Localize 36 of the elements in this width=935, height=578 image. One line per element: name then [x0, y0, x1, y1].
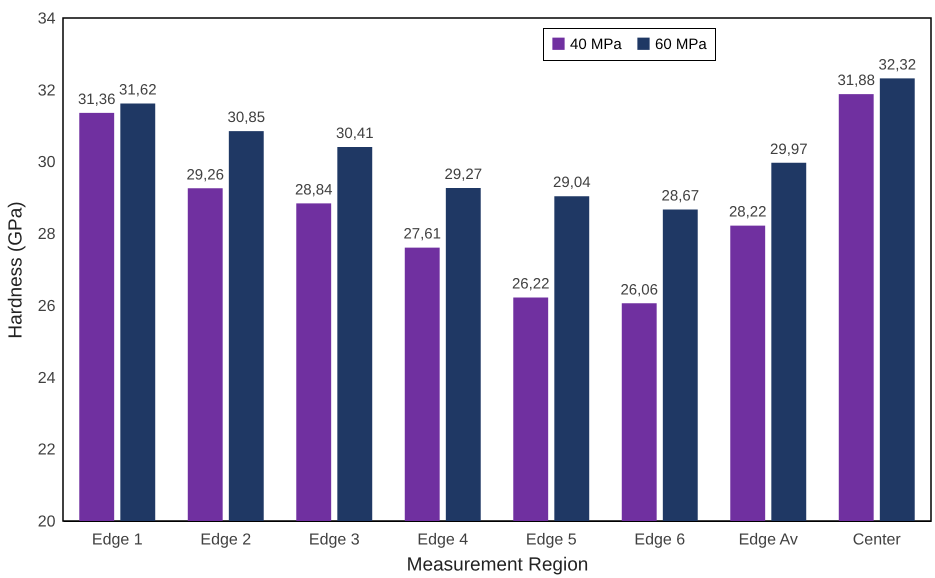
- data-label: 31,88: [837, 72, 875, 90]
- x-axis-title: Measurement Region: [406, 554, 588, 576]
- data-label: 29,04: [553, 174, 591, 192]
- x-tick-label: Edge 5: [526, 532, 577, 548]
- legend-label: 60 MPa: [655, 36, 708, 53]
- y-tick-label: 24: [38, 370, 56, 387]
- data-label: 30,85: [228, 109, 266, 126]
- x-tick-label: Edge 2: [200, 532, 252, 548]
- data-label: 32,32: [878, 56, 916, 74]
- y-tick-label: 30: [38, 154, 56, 172]
- data-label: 29,27: [444, 166, 482, 183]
- data-label: 26,22: [512, 276, 550, 293]
- x-tick-label: Edge 1: [92, 532, 143, 548]
- data-label: 26,06: [620, 281, 658, 298]
- y-tick-label: 34: [38, 10, 56, 28]
- data-label: 29,26: [186, 166, 224, 184]
- y-tick-label: 22: [38, 442, 56, 459]
- data-label: 28,22: [728, 204, 766, 221]
- data-label: 29,97: [770, 140, 808, 158]
- x-tick-label: Edge 6: [634, 532, 686, 548]
- data-label: 31,36: [78, 90, 116, 108]
- y-tick-label: 26: [38, 298, 56, 315]
- x-tick-label: Center: [852, 532, 902, 548]
- y-tick-label: 32: [38, 82, 56, 100]
- data-label: 28,67: [662, 188, 700, 204]
- data-label: 31,62: [119, 82, 157, 99]
- x-tick-label: Edge Av: [738, 532, 798, 548]
- data-label: 30,41: [336, 124, 374, 142]
- data-label: 28,84: [294, 181, 332, 198]
- data-label: 27,61: [403, 226, 441, 243]
- legend-label: 40 MPa: [570, 36, 622, 53]
- y-tick-label: 20: [38, 514, 56, 530]
- y-tick-label: 28: [38, 226, 56, 244]
- x-tick-label: Edge 4: [417, 532, 468, 548]
- y-axis-title: Hardness (GPa): [6, 201, 27, 339]
- x-tick-label: Edge 3: [308, 532, 360, 548]
